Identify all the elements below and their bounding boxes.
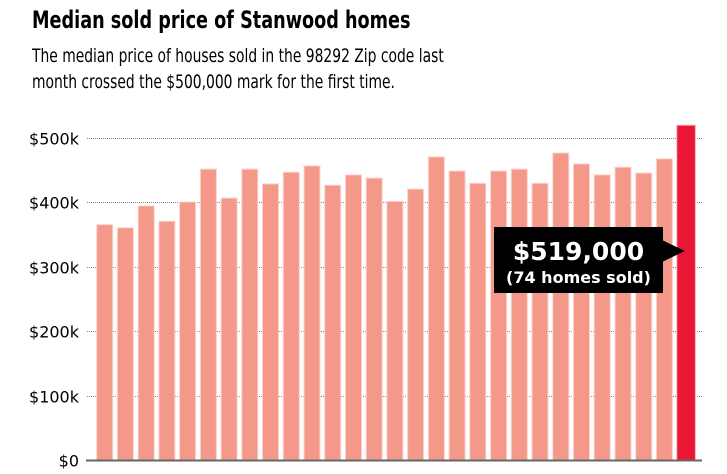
bar <box>593 174 611 461</box>
bar <box>386 200 404 461</box>
y-tick-label: $200k <box>29 323 80 342</box>
y-tick-label: $0 <box>59 452 79 471</box>
bar <box>469 182 487 461</box>
bar <box>552 152 570 461</box>
bar <box>137 205 155 461</box>
bar <box>220 197 238 461</box>
bar <box>303 165 321 461</box>
bar <box>510 168 528 461</box>
y-tick-label: $400k <box>29 194 80 213</box>
bar <box>116 227 134 461</box>
bar <box>96 224 114 461</box>
chart-title: Median sold price of Stanwood homes <box>32 6 411 34</box>
bar <box>614 166 632 461</box>
bar <box>262 183 279 461</box>
callout-box <box>494 227 663 293</box>
subtitle-line-1: The median price of houses sold in the 9… <box>32 45 444 67</box>
bar <box>655 158 673 461</box>
bar <box>448 170 466 461</box>
callout-detail-label: (74 homes sold) <box>506 268 651 287</box>
callout-value-label: $519,000 <box>513 237 644 266</box>
bar <box>345 174 362 461</box>
y-tick-label: $300k <box>29 259 80 278</box>
bar <box>407 188 425 461</box>
y-tick-label: $500k <box>29 130 80 149</box>
bar <box>158 220 176 461</box>
bar <box>324 184 342 461</box>
callout-annotation: $519,000 (74 homes sold) <box>494 227 685 293</box>
bar <box>427 156 445 461</box>
callout-arrow-icon <box>662 240 685 262</box>
subtitle-line-2: month crossed the $500,000 mark for the … <box>32 71 395 93</box>
y-tick-label: $100k <box>29 388 80 407</box>
bar <box>531 182 549 461</box>
bar <box>573 163 590 461</box>
bar <box>282 171 300 461</box>
bar <box>490 170 508 461</box>
bar <box>199 168 217 461</box>
chart-subtitle: The median price of houses sold in the 9… <box>32 43 444 95</box>
bar <box>241 168 259 461</box>
y-axis-tick-labels: $0 $100k $200k $300k $400k $500k <box>29 130 80 471</box>
highlight-bar <box>676 124 696 461</box>
bar <box>635 172 653 461</box>
bar <box>179 201 197 461</box>
bar <box>365 177 383 461</box>
